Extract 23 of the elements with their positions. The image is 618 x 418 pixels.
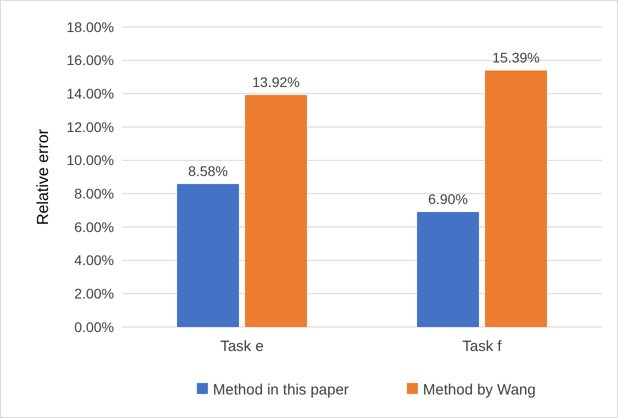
y-tick-label: 16.00%: [66, 52, 114, 68]
bar: [417, 212, 479, 327]
legend-label: Method in this paper: [212, 381, 349, 398]
y-tick-label: 8.00%: [74, 186, 114, 202]
y-tick-label: 4.00%: [74, 252, 114, 268]
bar: [245, 95, 307, 327]
bar: [177, 184, 239, 327]
y-tick-label: 14.00%: [66, 86, 114, 102]
y-tick-label: 6.00%: [74, 218, 114, 235]
bar: [485, 70, 547, 327]
y-tick-label: 12.00%: [66, 118, 114, 135]
data-label: 6.90%: [428, 191, 468, 207]
data-label: 8.58%: [188, 163, 228, 179]
x-tick-label: Task e: [220, 338, 264, 355]
data-label: 15.39%: [492, 50, 540, 66]
y-tick-label: 18.00%: [66, 18, 114, 35]
y-tick-label: 10.00%: [66, 152, 114, 168]
y-tick-label: 0.00%: [74, 318, 114, 335]
legend-label: Method by Wang: [422, 381, 536, 398]
x-tick-label: Task f: [462, 338, 502, 355]
data-label: 13.92%: [252, 74, 300, 90]
y-tick-label: 2.00%: [74, 286, 114, 302]
y-axis-title: Relative error: [35, 128, 52, 226]
